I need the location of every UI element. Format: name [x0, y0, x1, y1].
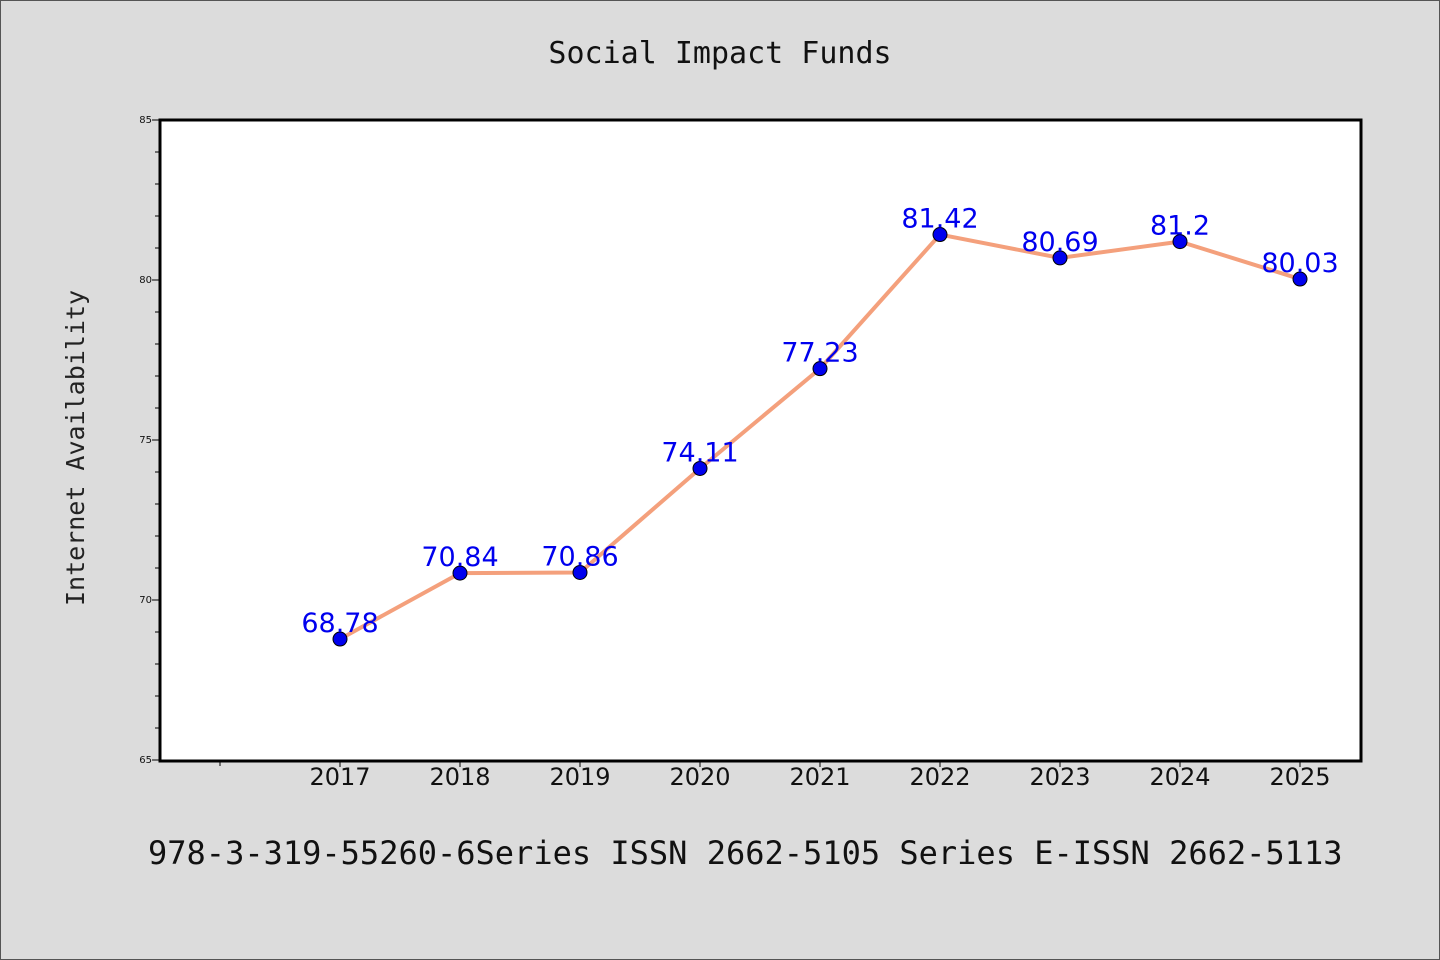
y-tick-label: 75 [139, 435, 152, 446]
data-label: 81.42 [901, 204, 978, 235]
data-label: 81.2 [1150, 211, 1210, 242]
x-tick-label: 2019 [549, 763, 610, 791]
footer-text: 978-3-319-55260-6Series ISSN 2662-5105 S… [148, 834, 1342, 872]
data-label: 80.03 [1261, 248, 1338, 279]
data-label: 70.86 [541, 541, 618, 572]
x-tick-label: 2025 [1269, 763, 1330, 791]
x-tick-label: 2017 [309, 763, 370, 791]
x-axis-ticks: 2017 2018 2019 2020 2021 2022 2023 2024 2025 [219, 760, 1331, 791]
data-point [1172, 234, 1188, 250]
y-tick-label: 70 [139, 595, 152, 606]
x-tick-label: 2018 [429, 763, 490, 791]
data-point [932, 227, 948, 243]
y-axis-label: Internet Availability [61, 290, 90, 606]
data-point [812, 361, 828, 377]
data-point [332, 631, 348, 647]
x-tick-label: 2023 [1029, 763, 1090, 791]
y-tick-label: 85 [139, 115, 152, 126]
data-point [452, 565, 468, 581]
data-label: 77.23 [781, 338, 858, 369]
data-label: 68.78 [301, 608, 378, 639]
y-tick-label: 80 [139, 275, 152, 286]
chart-title: Social Impact Funds [548, 36, 891, 71]
data-label: 80.69 [1021, 227, 1098, 258]
x-tick-label: 2022 [909, 763, 970, 791]
data-label: 70.84 [421, 542, 498, 573]
y-tick-label: 65 [139, 755, 152, 766]
data-point [572, 564, 588, 580]
x-tick-label: 2024 [1149, 763, 1210, 791]
data-point [692, 460, 708, 476]
data-label: 74.11 [661, 437, 738, 468]
series-group: 68.78 70.84 70.86 74.11 77.23 81.42 80.69 81.2 8… [301, 204, 1339, 647]
x-tick-label: 2021 [789, 763, 850, 791]
plot-area [158, 118, 1363, 763]
y-axis-ticks: 65 70 75 80 85 [139, 115, 160, 766]
data-point [1052, 250, 1068, 266]
x-tick-label: 2020 [669, 763, 730, 791]
data-point [1292, 271, 1308, 287]
